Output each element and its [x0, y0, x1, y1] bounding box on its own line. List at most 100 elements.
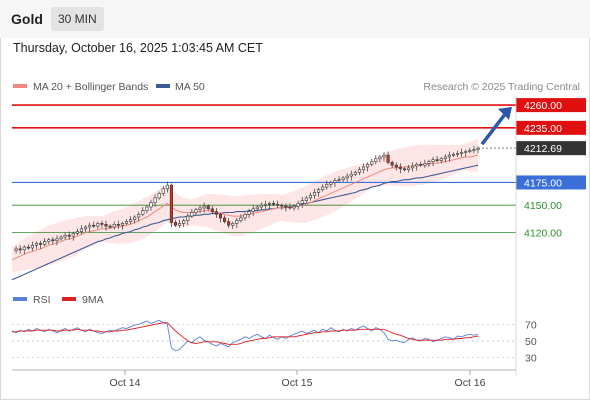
candle-55: [235, 220, 239, 224]
x-tick-label-2: Oct 16: [455, 377, 486, 389]
candle-69: [292, 205, 296, 209]
level-label-4150.00: 4150.00: [524, 200, 562, 212]
candle-13: [63, 234, 67, 238]
candle-57: [243, 214, 247, 219]
candle-92: [386, 154, 390, 163]
last-price-label: 4212.69: [524, 143, 562, 155]
level-label-4175.00: 4175.00: [524, 177, 562, 189]
candle-84: [353, 172, 357, 175]
candle-32: [141, 210, 145, 215]
candle-31: [137, 214, 141, 218]
level-tag-4175.00: [516, 175, 586, 190]
candle-36: [157, 193, 161, 199]
candle-10: [51, 239, 55, 242]
ma20-legend-swatch: [13, 84, 27, 88]
ma50-legend-label: MA 50: [175, 81, 205, 93]
rsi-ma-legend-swatch: [62, 297, 76, 301]
candle-45: [194, 209, 198, 213]
candle-102: [427, 161, 431, 164]
candle-75: [317, 189, 321, 193]
candle-114: [476, 147, 480, 150]
candle-49: [210, 208, 214, 212]
candle-103: [431, 159, 435, 162]
candle-30: [133, 216, 137, 221]
candle-88: [370, 161, 374, 165]
rsi-legend-label: RSI: [33, 294, 51, 306]
timeframe-badge[interactable]: 30 MIN: [51, 7, 104, 31]
candle-23: [104, 224, 108, 227]
candle-99: [415, 163, 419, 167]
candle-19: [88, 224, 92, 228]
last-price-tag: [516, 141, 586, 156]
candle-64: [272, 203, 276, 205]
candle-71: [300, 200, 304, 204]
candle-5: [30, 244, 34, 249]
candle-22: [100, 223, 104, 225]
candle-18: [84, 226, 88, 230]
rsi-tick-50: 50: [525, 336, 537, 348]
rsi-tick-30: 30: [525, 353, 537, 365]
candle-59: [251, 208, 255, 212]
ma50-legend-swatch: [156, 84, 170, 88]
candle-63: [267, 203, 272, 205]
candle-86: [361, 166, 366, 171]
candle-29: [128, 219, 133, 222]
candle-112: [468, 150, 472, 152]
candle-72: [304, 197, 308, 201]
candle-39: [169, 184, 173, 223]
candle-17: [79, 228, 84, 232]
candle-54: [231, 223, 235, 226]
rsi-tick-70: 70: [525, 319, 537, 331]
candle-62: [263, 203, 267, 206]
candle-98: [411, 165, 415, 169]
candle-50: [214, 211, 218, 215]
candle-93: [390, 162, 394, 166]
candle-53: [227, 221, 231, 226]
candle-70: [296, 203, 300, 207]
level-label-4120.00: 4120.00: [524, 228, 562, 240]
level-label-4235.00: 4235.00: [524, 123, 562, 135]
candle-14: [67, 234, 71, 237]
candle-33: [145, 206, 149, 211]
candle-97: [406, 167, 411, 171]
datetime-label: Thursday, October 16, 2025 1:03:45 AM CE…: [13, 41, 263, 55]
candle-7: [39, 243, 43, 245]
candle-106: [443, 156, 447, 160]
candle-95: [398, 166, 402, 170]
credit-label: Research © 2025 Trading Central: [423, 81, 580, 93]
candle-38: [165, 184, 169, 190]
candle-15: [71, 233, 75, 237]
candle-1: [14, 248, 18, 252]
candle-16: [75, 231, 79, 234]
candle-2: [18, 248, 22, 251]
rsi-ma-legend-label: 9MA: [82, 294, 104, 306]
candle-28: [124, 221, 129, 224]
candle-12: [59, 236, 63, 240]
candle-11: [55, 238, 59, 241]
candle-74: [312, 192, 317, 196]
candle-56: [239, 217, 243, 221]
candle-90: [378, 156, 382, 160]
level-tag-4235.00: [516, 120, 586, 135]
candle-104: [435, 159, 439, 161]
candle-94: [394, 164, 398, 168]
candle-113: [472, 149, 476, 151]
candle-89: [374, 158, 378, 162]
candle-8: [43, 241, 47, 245]
candle-67: [284, 205, 288, 208]
candle-51: [218, 214, 223, 219]
candle-76: [321, 186, 325, 191]
candle-81: [341, 177, 345, 181]
candle-87: [366, 163, 370, 168]
candle-34: [149, 202, 153, 208]
rsi-legend-swatch: [13, 297, 27, 301]
candle-61: [259, 204, 263, 208]
rsi-ma-line: [12, 322, 479, 345]
candle-47: [202, 205, 206, 209]
candle-3: [22, 246, 26, 251]
candle-4: [26, 246, 30, 249]
candle-77: [325, 183, 329, 188]
x-tick-label-1: Oct 15: [282, 377, 313, 389]
projection-arrow-head: [498, 106, 512, 120]
